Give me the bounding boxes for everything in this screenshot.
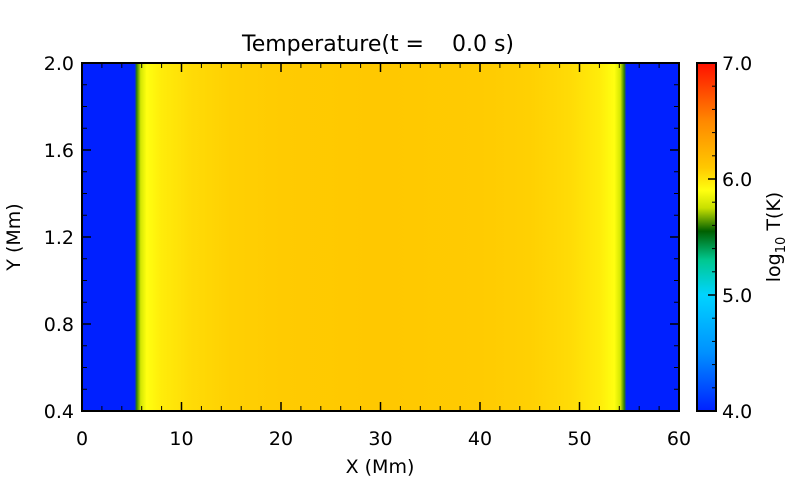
x-tick-label: 10 (169, 428, 193, 450)
colorbar-ticks: 4.0 5.0 6.0 7.0 (708, 53, 752, 423)
colorbar-label-rest: T(K) (763, 192, 785, 237)
x-tick-label: 20 (269, 428, 293, 450)
plot-title: Temperature(t = 0.0 s) (241, 32, 514, 57)
colorbar-tick-label: 7.0 (722, 53, 752, 75)
colorbar-label-base: log (763, 253, 785, 282)
colorbar-label: log10 T(K) (763, 192, 789, 282)
x-axis-ticks: 0 10 20 30 40 50 60 (76, 63, 691, 450)
y-tick-label: 0.8 (44, 314, 74, 336)
temperature-heatmap (82, 63, 679, 411)
colorbar (697, 63, 716, 411)
colorbar-label-subscript: 10 (774, 237, 789, 254)
colorbar-tick-label: 5.0 (722, 285, 752, 307)
y-axis-ticks: 0.4 0.8 1.2 1.6 2.0 (44, 53, 679, 423)
y-tick-label: 1.6 (44, 140, 74, 162)
x-tick-label: 60 (667, 428, 691, 450)
x-axis-label: X (Mm) (346, 456, 415, 478)
x-tick-label: 40 (468, 428, 492, 450)
colorbar-frame (696, 62, 717, 412)
x-tick-label: 50 (567, 428, 591, 450)
y-tick-label: 2.0 (44, 53, 74, 75)
y-tick-label: 0.4 (44, 401, 74, 423)
x-tick-label: 0 (76, 428, 88, 450)
y-tick-label: 1.2 (44, 227, 74, 249)
colorbar-tick-label: 4.0 (722, 401, 752, 423)
x-tick-label: 30 (368, 428, 392, 450)
y-axis-label: Y (Mm) (3, 203, 25, 271)
colorbar-tick-label: 6.0 (722, 169, 752, 191)
